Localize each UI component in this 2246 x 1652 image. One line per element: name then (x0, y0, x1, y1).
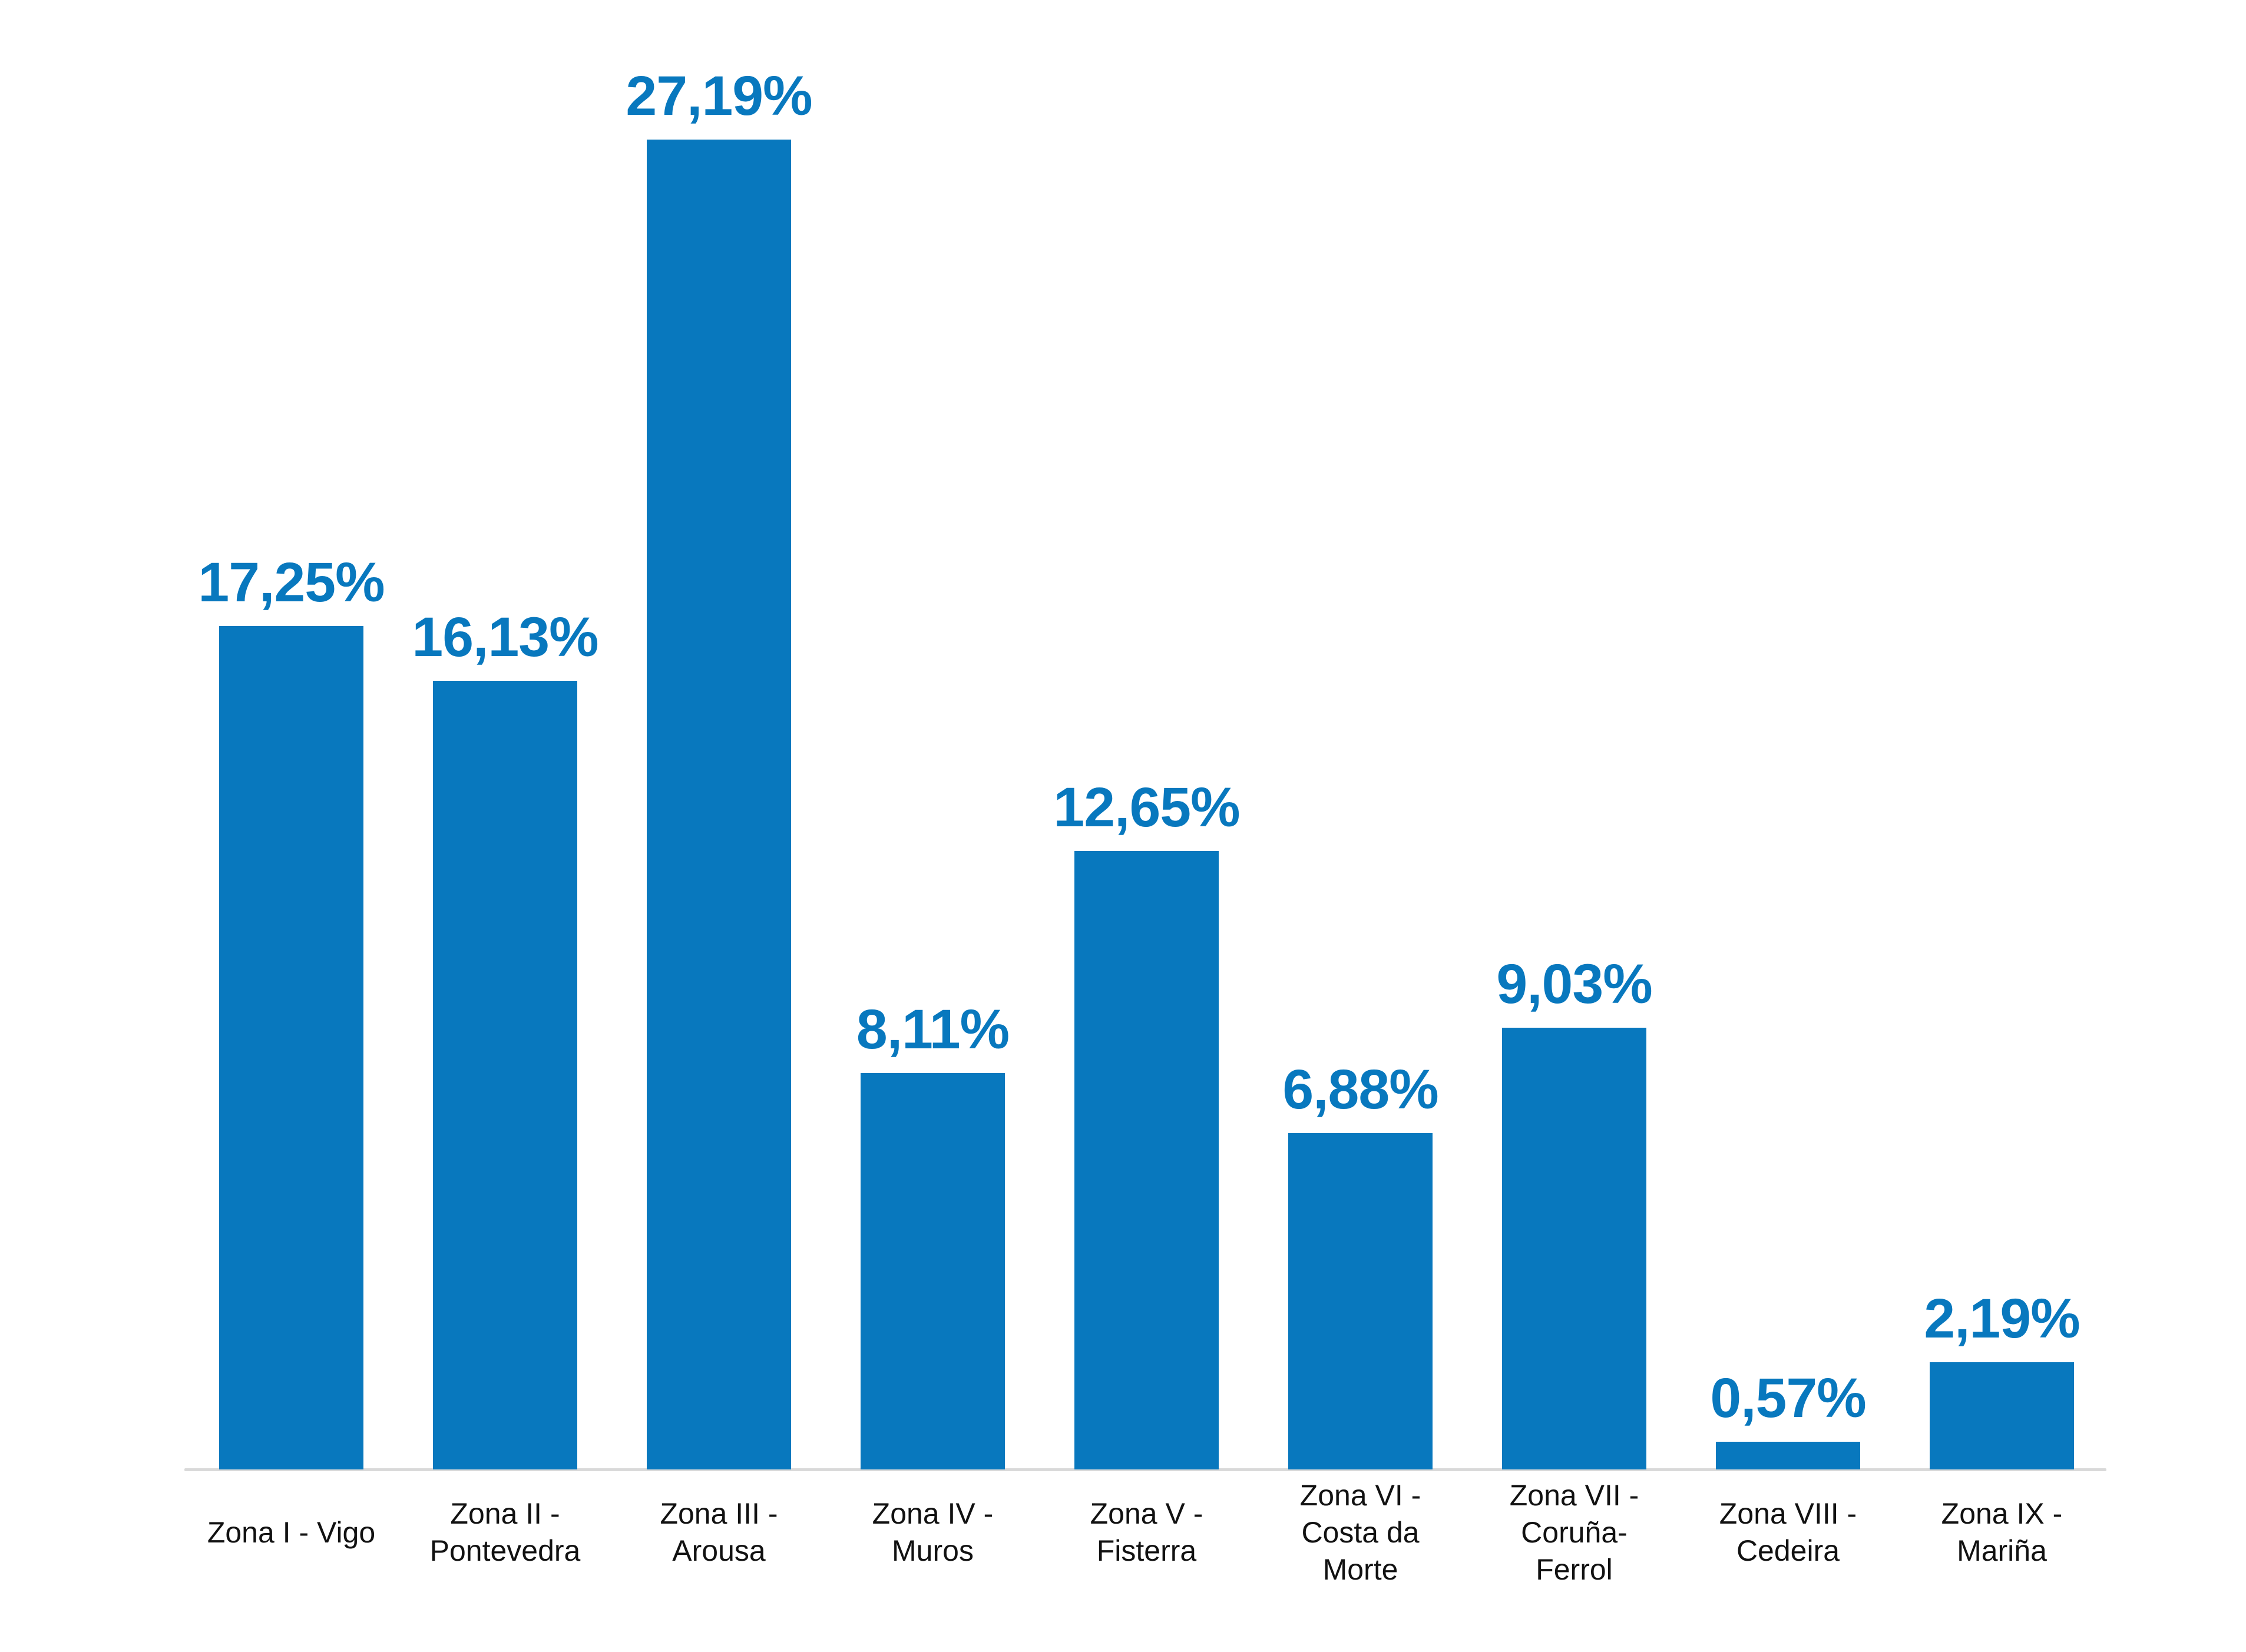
category-line: Pontevedra (429, 1534, 581, 1567)
category-line: Cedeira (1736, 1534, 1840, 1567)
category-label: Zona VIII - Cedeira (1682, 1468, 1895, 1597)
bar (219, 626, 363, 1469)
category-label: Zona V - Fisterra (1040, 1468, 1253, 1597)
bar (861, 1073, 1005, 1469)
bar (1716, 1442, 1860, 1469)
category-line: Zona V - (1090, 1497, 1203, 1530)
category-line: Mariña (1957, 1534, 2047, 1567)
bar-value-label: 17,25% (198, 551, 385, 614)
bar-value-label: 16,13% (412, 606, 598, 669)
category-label: Zona III - Arousa (613, 1468, 826, 1597)
x-axis-line (184, 1468, 2106, 1471)
bar-value-label: 8,11% (856, 998, 1010, 1061)
category-line: Morte (1322, 1552, 1398, 1586)
category-line: Muros (892, 1534, 974, 1567)
category-label: Zona II - Pontevedra (399, 1468, 612, 1597)
bar-value-label: 12,65% (1053, 776, 1240, 839)
category-line: Zona VI - (1299, 1478, 1421, 1512)
category-line: Zona VIII - (1719, 1497, 1857, 1530)
category-label: Zona I - Vigo (185, 1468, 398, 1597)
bar (433, 681, 577, 1469)
bar (647, 140, 791, 1469)
category-line: Arousa (672, 1534, 766, 1567)
bar (1502, 1028, 1646, 1469)
category-line: Zona II - (450, 1497, 560, 1530)
category-line: Zona IV - (872, 1497, 994, 1530)
bar-value-label: 9,03% (1496, 953, 1652, 1016)
category-label: Zona VI - Costa da Morte (1254, 1468, 1467, 1597)
category-line: Coruña- (1521, 1515, 1628, 1549)
category-line: Zona IX - (1941, 1497, 2063, 1530)
category-line: Ferrol (1536, 1552, 1613, 1586)
category-line: Zona VII - (1509, 1478, 1639, 1512)
category-line: Costa da (1301, 1515, 1420, 1549)
category-label: Zona IX - Mariña (1896, 1468, 2109, 1597)
bar-value-label: 27,19% (626, 65, 812, 128)
bar (1074, 851, 1219, 1469)
bar (1930, 1362, 2074, 1469)
bar-value-label: 2,19% (1924, 1287, 2080, 1350)
category-line: Fisterra (1096, 1534, 1197, 1567)
category-label: Zona IV - Muros (826, 1468, 1040, 1597)
bar-value-label: 0,57% (1710, 1367, 1866, 1430)
bar (1288, 1133, 1433, 1469)
bar-value-label: 6,88% (1282, 1058, 1438, 1121)
category-label: Zona VII - Coruña- Ferrol (1468, 1468, 1681, 1597)
category-line: Zona III - (660, 1497, 778, 1530)
category-line: Zona I - Vigo (207, 1515, 376, 1549)
